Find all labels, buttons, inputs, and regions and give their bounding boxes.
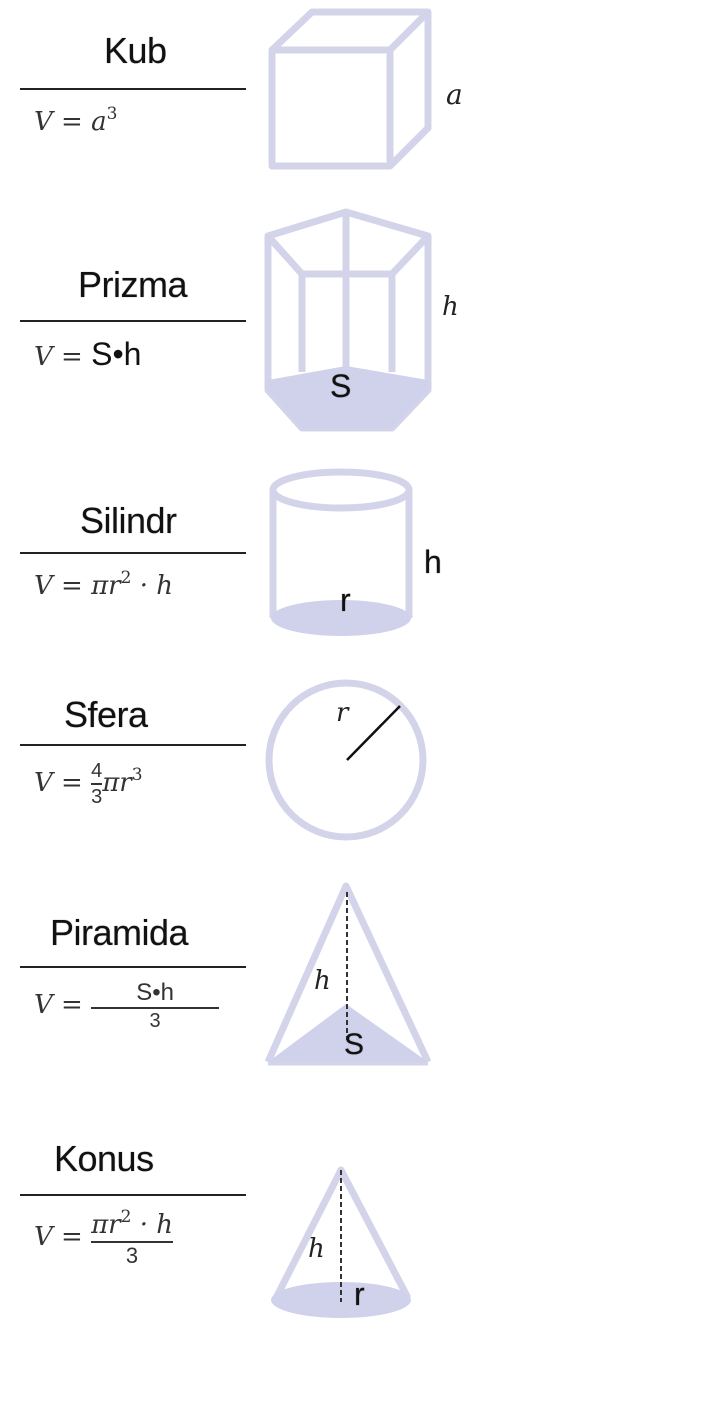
cube-title: Kub	[104, 30, 167, 71]
prism-base	[268, 366, 428, 428]
cube-figure	[268, 8, 432, 170]
prism-rule	[20, 320, 246, 322]
cylinder-base	[271, 600, 411, 636]
pyramid-base-label: S	[344, 1028, 365, 1061]
cone-height-label: h	[308, 1234, 325, 1264]
pyramid-title: Piramida	[50, 912, 189, 953]
prism-base-label: S	[330, 368, 352, 404]
sphere-formula: V = 4 3 πr3	[34, 760, 143, 808]
pyramid-formula: V = S•h 3	[34, 979, 220, 1032]
cube-rule	[20, 88, 246, 90]
sphere-radius-label: r	[336, 698, 349, 728]
cone-radius-label: r	[354, 1276, 365, 1312]
cylinder-radius-label: r	[340, 582, 351, 618]
cone-rule	[20, 1194, 246, 1196]
prism-title: Prizma	[78, 264, 188, 305]
sphere-rule	[20, 744, 246, 746]
sphere-radius-line	[346, 705, 401, 761]
cylinder-rule	[20, 552, 246, 554]
sphere-figure	[265, 679, 427, 841]
cylinder-formula: V = πr2 · h	[34, 568, 173, 601]
cube-edge-label: a	[446, 78, 463, 111]
prism-height-label: h	[442, 292, 459, 322]
cylinder-title: Silindr	[80, 500, 177, 541]
cube-formula: V = a3	[34, 104, 118, 137]
cylinder-height-label: h	[424, 544, 442, 580]
pyramid-height-label: h	[314, 966, 331, 996]
prism-formula: V = S•h	[34, 336, 142, 372]
cone-title: Konus	[54, 1138, 154, 1179]
cylinder-figure	[269, 468, 413, 618]
sphere-title: Sfera	[64, 694, 148, 735]
pyramid-rule	[20, 966, 246, 968]
